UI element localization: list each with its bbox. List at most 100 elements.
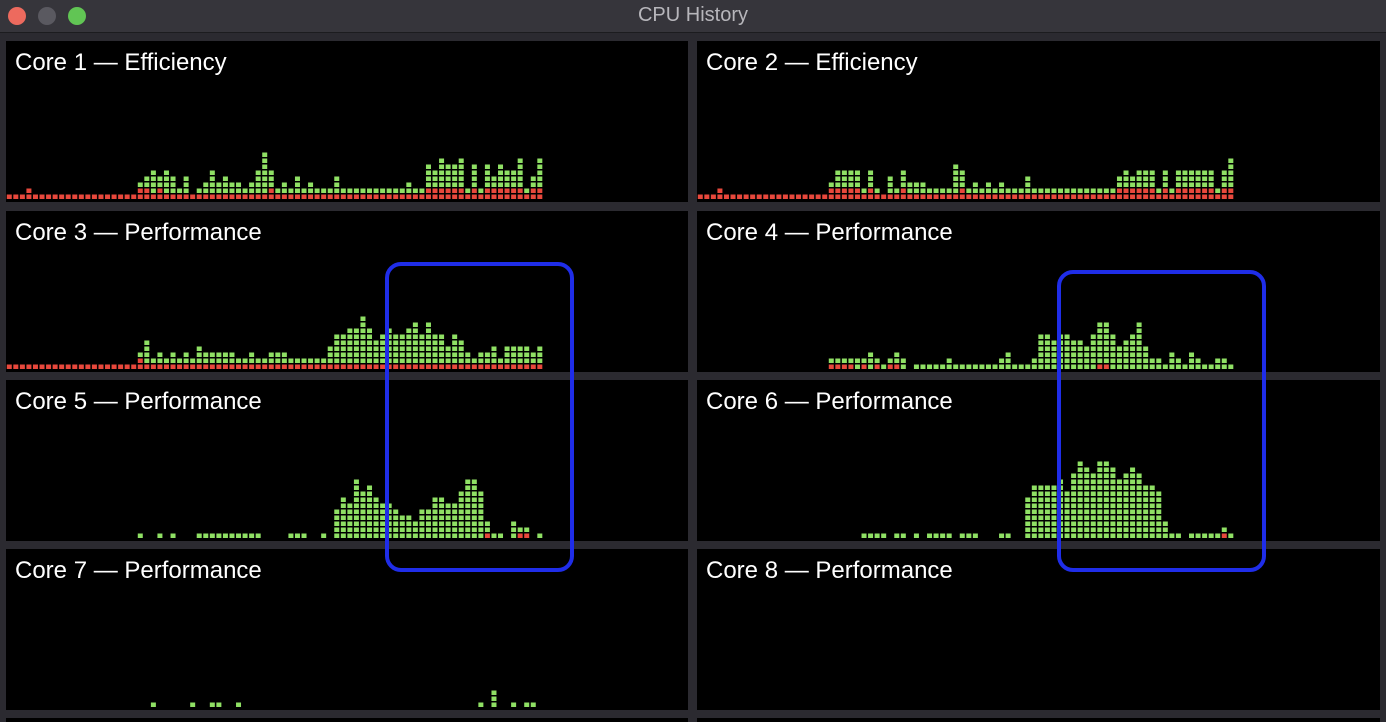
system-load-segment [1018, 194, 1024, 199]
system-load-segment [1208, 194, 1214, 199]
system-load-segment [868, 188, 874, 193]
user-load-segment [380, 503, 386, 508]
user-load-segment [1182, 170, 1188, 175]
user-load-segment [170, 182, 176, 187]
system-load-segment [835, 188, 841, 193]
minimize-button[interactable] [38, 7, 56, 25]
user-load-segment [373, 497, 379, 502]
user-load-segment [1025, 188, 1031, 193]
user-load-segment [498, 176, 504, 181]
user-load-segment [419, 340, 425, 345]
user-load-segment [1031, 503, 1037, 508]
user-load-segment [1143, 364, 1149, 369]
user-load-segment [491, 176, 497, 181]
core-panel: Core 3 — Performance [6, 211, 688, 372]
title-bar[interactable]: CPU History [0, 0, 1386, 33]
user-load-segment [1130, 509, 1136, 514]
core-panel: Core 5 — Performance [6, 380, 688, 541]
user-load-segment [1058, 188, 1064, 193]
user-load-segment [340, 515, 346, 520]
user-load-segment [1051, 509, 1057, 514]
zoom-button[interactable] [68, 7, 86, 25]
user-load-segment [445, 503, 451, 508]
user-load-segment [1156, 188, 1162, 193]
user-load-segment [491, 352, 497, 357]
user-load-segment [373, 509, 379, 514]
close-button[interactable] [8, 7, 26, 25]
user-load-segment [373, 521, 379, 526]
user-load-segment [1077, 485, 1083, 490]
user-load-segment [380, 188, 386, 193]
user-load-segment [1077, 497, 1083, 502]
user-load-segment [170, 352, 176, 357]
user-load-segment [1051, 485, 1057, 490]
user-load-segment [1156, 521, 1162, 526]
system-load-segment [137, 194, 143, 199]
user-load-segment [1051, 346, 1057, 351]
user-load-segment [294, 188, 300, 193]
user-load-segment [1064, 521, 1070, 526]
user-load-segment [517, 352, 523, 357]
user-load-segment [150, 176, 156, 181]
system-load-segment [796, 194, 802, 199]
user-load-segment [1143, 352, 1149, 357]
system-load-segment [874, 194, 880, 199]
user-load-segment [1116, 364, 1122, 369]
user-load-segment [913, 533, 919, 538]
system-load-segment [1058, 194, 1064, 199]
user-load-segment [367, 491, 373, 496]
user-load-segment [150, 358, 156, 363]
user-load-segment [1090, 358, 1096, 363]
user-load-segment [373, 352, 379, 357]
system-load-segment [1189, 194, 1195, 199]
user-load-segment [1090, 515, 1096, 520]
user-load-segment [1156, 527, 1162, 532]
user-load-segment [425, 340, 431, 345]
core-panel-partial [697, 718, 1380, 722]
user-load-segment [445, 176, 451, 181]
system-load-segment [1038, 194, 1044, 199]
user-load-segment [874, 533, 880, 538]
user-load-segment [1103, 491, 1109, 496]
user-load-segment [1084, 364, 1090, 369]
user-load-segment [868, 176, 874, 181]
user-load-segment [478, 533, 484, 538]
user-load-segment [1116, 527, 1122, 532]
system-load-segment [419, 364, 425, 369]
user-load-segment [222, 182, 228, 187]
system-load-segment [380, 194, 386, 199]
system-load-segment [131, 364, 137, 369]
user-load-segment [530, 182, 536, 187]
user-load-segment [1084, 521, 1090, 526]
user-load-segment [1123, 364, 1129, 369]
user-load-segment [412, 352, 418, 357]
system-load-segment [504, 364, 510, 369]
user-load-segment [1110, 479, 1116, 484]
user-load-segment [1097, 485, 1103, 490]
user-load-segment [1044, 491, 1050, 496]
user-load-segment [157, 182, 163, 187]
user-load-segment [373, 346, 379, 351]
user-load-segment [360, 497, 366, 502]
system-load-segment [1084, 194, 1090, 199]
user-load-segment [1182, 182, 1188, 187]
user-load-segment [1136, 170, 1142, 175]
user-load-segment [1195, 176, 1201, 181]
system-load-segment [445, 188, 451, 193]
user-load-segment [360, 322, 366, 327]
user-load-segment [1136, 527, 1142, 532]
system-load-segment [478, 364, 484, 369]
user-load-segment [445, 527, 451, 532]
user-load-segment [439, 503, 445, 508]
system-load-segment [432, 194, 438, 199]
user-load-segment [412, 188, 418, 193]
user-load-segment [537, 358, 543, 363]
user-load-segment [1084, 352, 1090, 357]
system-load-segment [517, 194, 523, 199]
user-load-segment [1116, 346, 1122, 351]
user-load-segment [1090, 497, 1096, 502]
system-load-segment [1130, 194, 1136, 199]
system-load-segment [828, 188, 834, 193]
user-load-segment [249, 182, 255, 187]
system-load-segment [491, 364, 497, 369]
